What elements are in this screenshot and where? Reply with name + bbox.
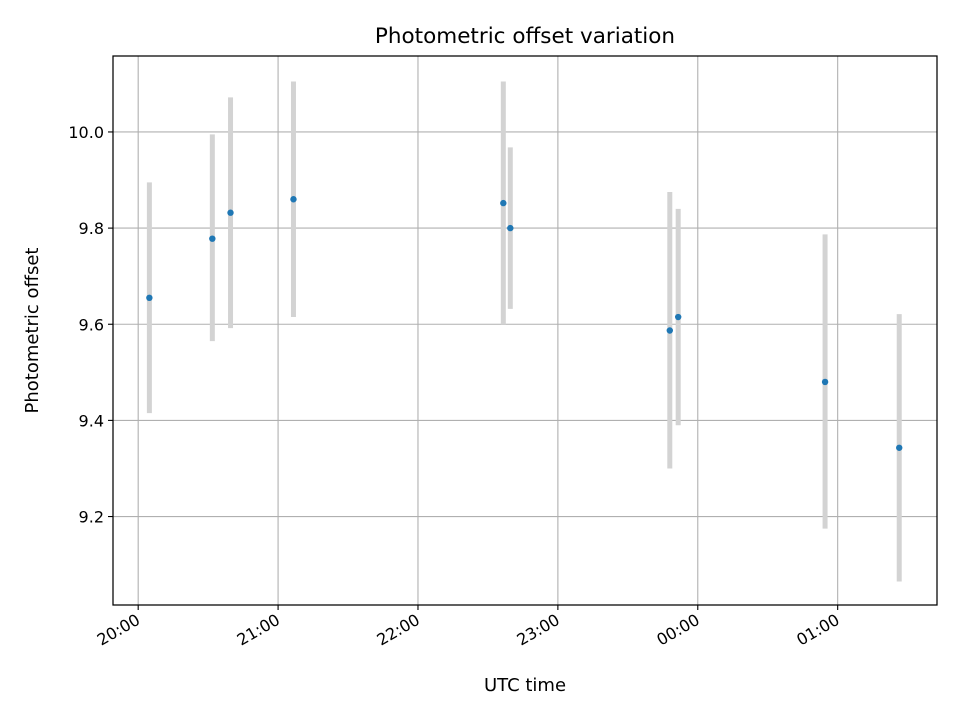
x-axis-label: UTC time: [484, 675, 566, 696]
y-tick-label: 10.0: [68, 123, 104, 142]
y-tick-label: 9.8: [79, 219, 104, 238]
data-point: [896, 444, 903, 451]
data-points: [146, 196, 903, 451]
plot-frame: [112, 55, 938, 606]
data-point: [821, 378, 829, 386]
y-tick-label: 9.2: [79, 508, 104, 527]
data-point: [146, 294, 153, 302]
y-axis-label: Photometric offset: [22, 248, 43, 414]
y-axis-ticks: 9.2 9.4 9.6 9.8 10.0: [68, 123, 113, 527]
y-tick-label: 9.6: [79, 315, 104, 334]
grid-lines: [113, 56, 937, 605]
data-point: [290, 196, 297, 203]
y-tick-label: 9.4: [79, 411, 104, 430]
data-point: [666, 327, 673, 334]
data-point: [500, 199, 507, 207]
data-point: [209, 235, 216, 242]
data-point: [227, 209, 234, 216]
data-point: [674, 313, 682, 321]
data-point: [507, 224, 514, 232]
chart-title: Photometric offset variation: [375, 24, 675, 49]
